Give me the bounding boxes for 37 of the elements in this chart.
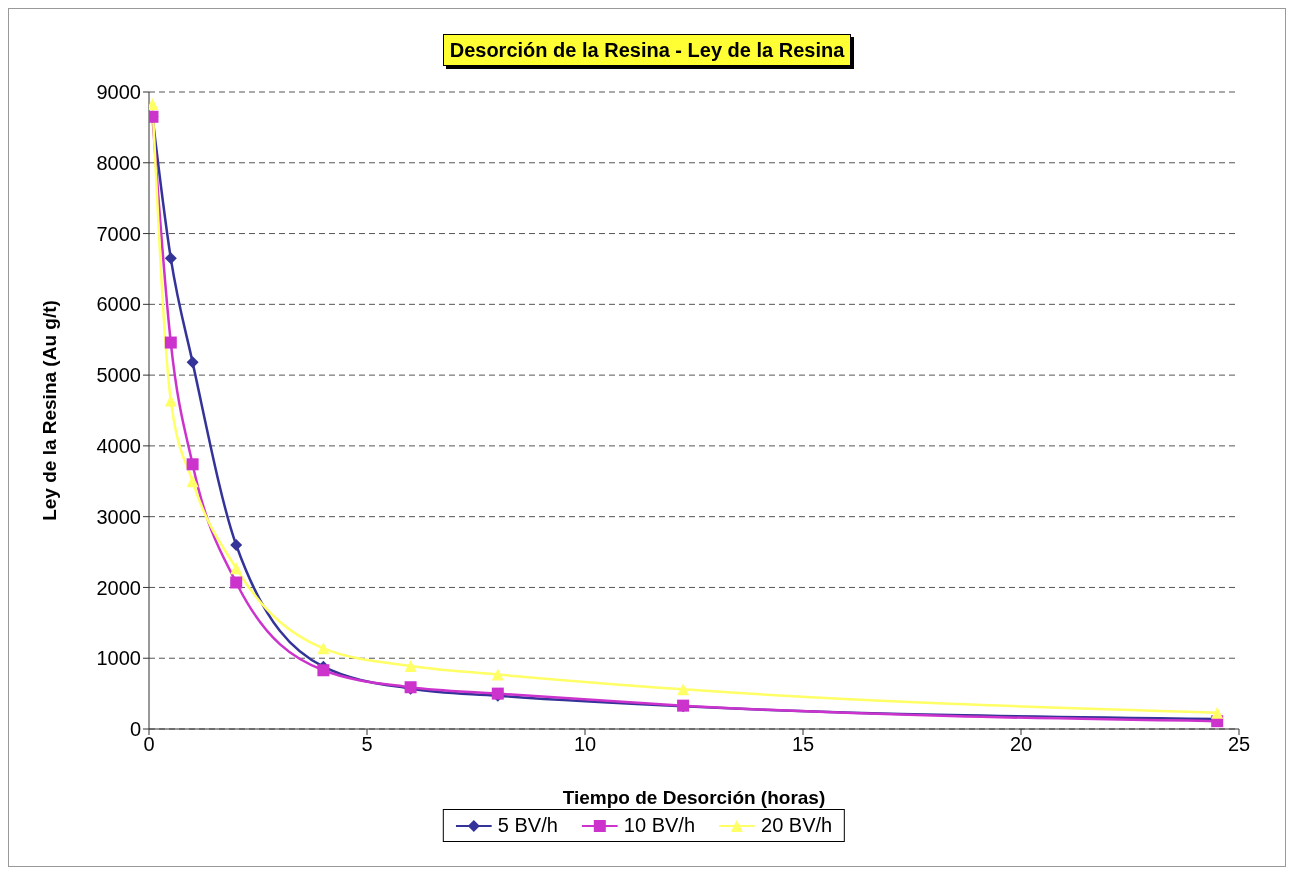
point [404, 660, 417, 673]
legend-label: 20 BV/h [761, 814, 833, 837]
point [230, 538, 243, 551]
point [1211, 706, 1224, 719]
point [186, 356, 199, 369]
y-tick-label: 3000 [96, 505, 141, 528]
chart-title: Desorción de la Resina - Ley de la Resina [442, 34, 852, 66]
point [164, 336, 177, 349]
x-tick-label: 0 [143, 733, 155, 756]
point [230, 576, 243, 589]
point [317, 664, 330, 677]
y-tick-label: 4000 [96, 434, 141, 457]
point [164, 394, 177, 407]
x-tick-label: 25 [1227, 733, 1251, 756]
y-tick-label: 8000 [96, 151, 141, 174]
y-tick-label: 2000 [96, 576, 141, 599]
y-tick-label: 7000 [96, 222, 141, 245]
x-axis-title: Tiempo de Desorción (horas) [562, 787, 826, 808]
y-axis-title: Ley de la Resina (Au g/t) [38, 300, 60, 521]
point [164, 252, 177, 265]
point [230, 562, 243, 575]
y-tick-label: 5000 [96, 364, 141, 387]
point [317, 642, 330, 655]
y-tick-label: 6000 [96, 293, 141, 316]
legend-label: 10 BV/h [623, 814, 696, 837]
x-tick-label: 20 [1009, 733, 1033, 756]
point [186, 458, 199, 471]
point [491, 668, 504, 681]
y-tick-label: 1000 [96, 647, 141, 670]
x-tick-label: 5 [361, 733, 373, 756]
point [677, 683, 690, 696]
y-tick-label: 0 [129, 718, 141, 741]
legend-label: 5 BV/h [497, 814, 558, 837]
point [186, 475, 199, 488]
x-tick-label: 15 [791, 733, 815, 756]
y-tick-label: 9000 [96, 81, 141, 104]
x-tick-label: 10 [573, 733, 597, 756]
